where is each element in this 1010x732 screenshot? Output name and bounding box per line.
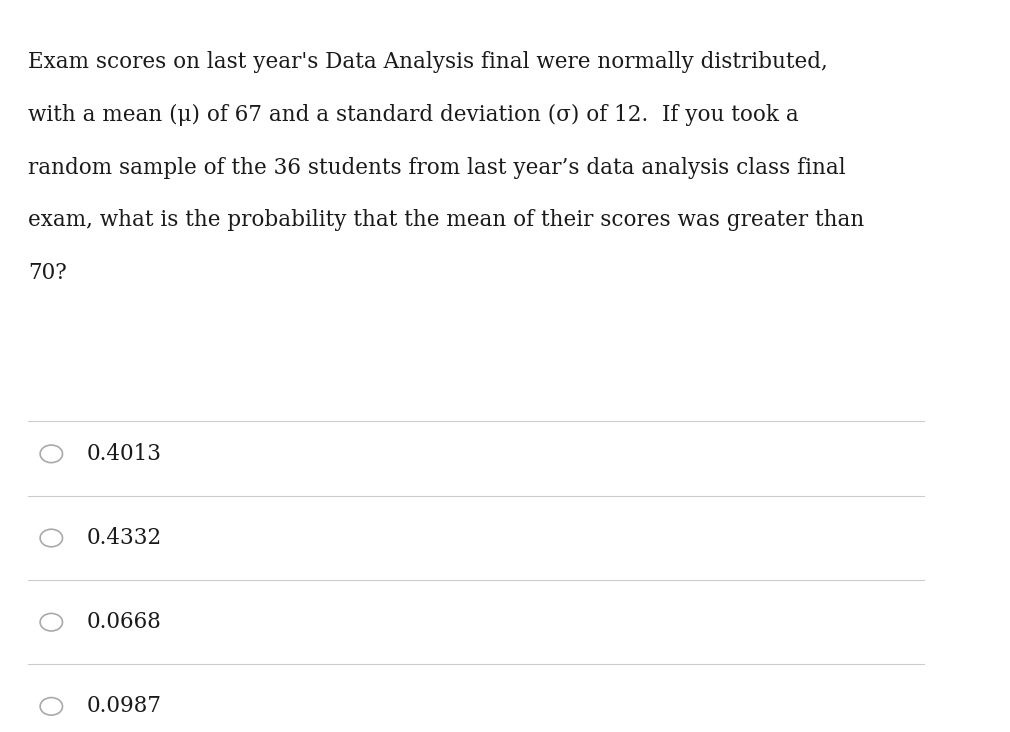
Text: 0.0987: 0.0987 [87, 695, 162, 717]
Text: 0.4332: 0.4332 [87, 527, 162, 549]
Text: exam, what is the probability that the mean of their scores was greater than: exam, what is the probability that the m… [28, 209, 865, 231]
Text: 70?: 70? [28, 262, 67, 284]
Text: 0.4013: 0.4013 [87, 443, 162, 465]
Text: 0.0668: 0.0668 [87, 611, 162, 633]
Text: Exam scores on last year's Data Analysis final were normally distributed,: Exam scores on last year's Data Analysis… [28, 51, 828, 73]
Text: random sample of the 36 students from last year’s data analysis class final: random sample of the 36 students from la… [28, 157, 845, 179]
Text: with a mean (μ) of 67 and a standard deviation (σ) of 12.  If you took a: with a mean (μ) of 67 and a standard dev… [28, 104, 799, 126]
